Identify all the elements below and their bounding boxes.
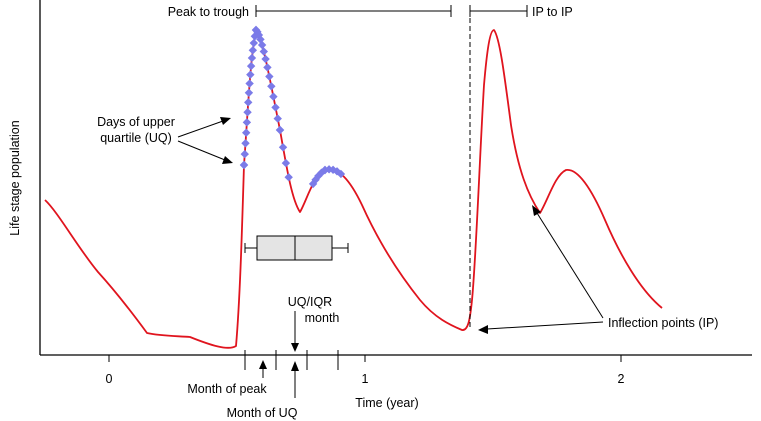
uq-marker-27 <box>269 92 278 101</box>
population-curve <box>44 29 663 349</box>
uq-marker-11 <box>246 61 256 71</box>
uq-marker-2 <box>240 149 249 159</box>
ip-arrow-upper <box>536 212 604 319</box>
upper-quartile-markers <box>239 25 346 189</box>
uq-marker-14 <box>249 38 258 48</box>
ip-arrow-lower <box>486 321 604 330</box>
x-tick-label-2: 2 <box>618 372 625 386</box>
month-of-peak-label: Month of peak <box>187 382 267 396</box>
ip-arrowhead-lower <box>478 325 488 334</box>
uq-marker-3 <box>241 139 250 148</box>
uq-marker-10 <box>246 70 255 79</box>
uq-marker-26 <box>267 82 276 91</box>
uq-marker-18 <box>253 27 262 37</box>
ip-to-ip-label: IP to IP <box>532 5 573 19</box>
month-of-uq-label: Month of UQ <box>227 406 298 420</box>
uq-marker-21 <box>257 40 267 50</box>
uq-marker-44 <box>336 169 346 179</box>
month-of-peak-arrowhead <box>259 360 267 369</box>
uq-marker-34 <box>284 172 293 182</box>
days-uq-arrowhead-upper <box>220 117 231 125</box>
x-tick-label-1: 1 <box>362 372 369 386</box>
uq-marker-24 <box>263 63 272 72</box>
uq-marker-32 <box>278 143 288 152</box>
x-axis-title: Time (year) <box>355 396 418 410</box>
uq-marker-23 <box>261 54 270 64</box>
y-axis-title: Life stage population <box>8 120 22 235</box>
ip-arrowhead-upper <box>532 205 541 216</box>
uq-marker-12 <box>247 53 257 63</box>
uq-marker-13 <box>248 46 258 55</box>
uq-marker-29 <box>273 114 282 123</box>
uq-iqr-label-line1: UQ/IQR <box>288 295 332 309</box>
days-uq-arrow-upper <box>177 120 224 138</box>
uq-iqr-arrowhead <box>291 343 299 352</box>
uq-marker-20 <box>256 35 265 44</box>
days-uq-label-line2: quartile (UQ) <box>100 131 172 145</box>
uq-marker-9 <box>245 79 254 88</box>
days-uq-arrow-lower <box>177 140 226 161</box>
uq-marker-40 <box>320 165 330 175</box>
uq-marker-1 <box>239 160 249 170</box>
peak-to-trough-label: Peak to trough <box>168 5 249 19</box>
uq-marker-4 <box>242 128 251 137</box>
uq-iqr-label-line2: month <box>305 311 340 325</box>
inflection-points-label: Inflection points (IP) <box>608 316 718 330</box>
uq-marker-31 <box>275 125 285 135</box>
uq-marker-8 <box>244 88 254 97</box>
days-uq-arrowhead-lower <box>222 156 233 164</box>
uq-marker-5 <box>242 118 252 127</box>
uq-marker-22 <box>259 47 269 56</box>
month-of-uq-arrowhead <box>291 361 299 371</box>
x-tick-label-0: 0 <box>106 372 113 386</box>
uq-marker-28 <box>271 103 280 112</box>
uq-marker-33 <box>281 158 291 168</box>
uq-marker-25 <box>265 72 274 81</box>
uq-marker-42 <box>328 165 338 174</box>
uq-marker-6 <box>243 108 252 117</box>
uq-marker-7 <box>244 98 253 107</box>
days-uq-label-line1: Days of upper <box>97 115 175 129</box>
